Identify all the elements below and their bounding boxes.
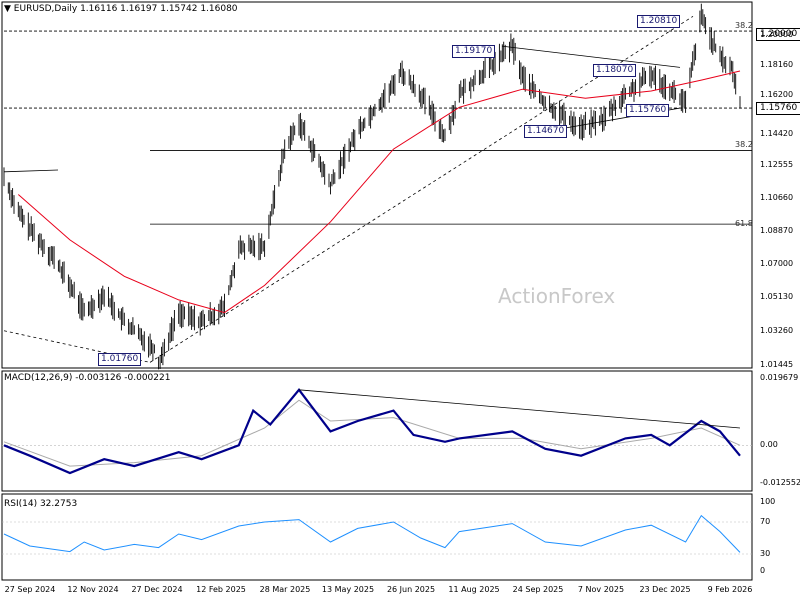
annotation-high-2: 1.20810	[637, 15, 681, 28]
fib-label-low: 61.8	[735, 219, 753, 228]
price-tick-label: 1.14420	[760, 129, 794, 138]
fib-label-top: 38.2	[735, 21, 753, 30]
price-tick-label: 1.07000	[760, 259, 794, 268]
annotation-mid-1: 1.18070	[593, 64, 637, 77]
macd-tick-bottom: -0.012552	[760, 478, 800, 487]
price-tick-label: 1.10660	[760, 193, 794, 202]
date-tick-label: 23 Dec 2025	[639, 585, 691, 594]
date-tick-label: 28 Mar 2025	[259, 585, 311, 594]
annotation-low-2: 1.14670	[524, 125, 568, 138]
price-tick-label: 1.18160	[760, 60, 794, 69]
macd-trendline	[298, 389, 741, 429]
macd-panel-frame	[1, 370, 753, 492]
moving-average-line	[17, 70, 741, 314]
annotation-low-3: 1.15760	[626, 104, 670, 117]
price-tick-label: 1.20000	[760, 30, 794, 39]
annotation-low-1: 1.01760	[98, 353, 142, 366]
date-tick-label: 9 Feb 2026	[707, 585, 753, 594]
rsi-panel-frame	[1, 493, 753, 581]
price-tick-label: 1.08870	[760, 226, 794, 235]
rsi-header: RSI(14) 32.2753	[4, 499, 78, 509]
dashed-support-line	[3, 330, 151, 363]
macd-tick-top: 0.019679	[760, 373, 799, 382]
symbol-timeframe: EURUSD,Daily	[13, 4, 78, 14]
rsi-tick-70: 70	[760, 517, 771, 526]
rsi-tick-0: 0	[760, 566, 766, 575]
macd-signal-line	[3, 399, 741, 467]
date-tick-label: 13 May 2025	[321, 585, 375, 594]
current-price-tag: 1.15760	[756, 102, 800, 115]
date-tick-label: 27 Sep 2024	[4, 585, 56, 594]
date-tick-label: 26 Jun 2025	[386, 585, 436, 594]
price-tick-label: 1.05130	[760, 292, 794, 301]
watermark: ActionForex	[498, 284, 616, 308]
macd-header: MACD(12,26,9) -0.003126 -0.000221	[4, 373, 171, 383]
macd-layer	[2, 388, 752, 475]
date-tick-label: 7 Nov 2025	[577, 585, 625, 594]
price-tick-label: 1.12555	[760, 160, 794, 169]
annotation-high-1: 1.19170	[452, 45, 496, 58]
price-tick-label: 1.16200	[760, 90, 794, 99]
date-tick-label: 24 Sep 2025	[512, 585, 564, 594]
price-header: ▼ EURUSD,Daily 1.16116 1.16197 1.15742 1…	[4, 4, 238, 14]
macd-tick-zero: 0.00	[760, 440, 778, 449]
date-tick-label: 27 Dec 2024	[131, 585, 183, 594]
dropdown-icon[interactable]: ▼	[4, 4, 11, 14]
price-tick-label: 1.03260	[760, 326, 794, 335]
rsi-tick-30: 30	[760, 549, 771, 558]
left-resistance-line	[3, 169, 59, 173]
fib-label-mid: 38.2	[735, 140, 753, 149]
rsi-line	[3, 514, 741, 553]
rsi-tick-100: 100	[760, 497, 776, 506]
triangle-upper-line	[501, 45, 681, 68]
date-tick-label: 12 Feb 2025	[196, 585, 246, 594]
macd-line	[3, 388, 741, 475]
date-tick-label: 11 Aug 2025	[448, 585, 500, 594]
price-panel-frame	[1, 1, 753, 369]
ohlc-values: 1.16116 1.16197 1.15742 1.16080	[80, 4, 238, 14]
date-tick-label: 12 Nov 2024	[67, 585, 119, 594]
price-layer	[3, 3, 752, 370]
price-tick-label: 1.01445	[760, 360, 794, 369]
resistance-price-tag: 1.20000	[756, 28, 800, 41]
rsi-layer	[2, 514, 752, 555]
